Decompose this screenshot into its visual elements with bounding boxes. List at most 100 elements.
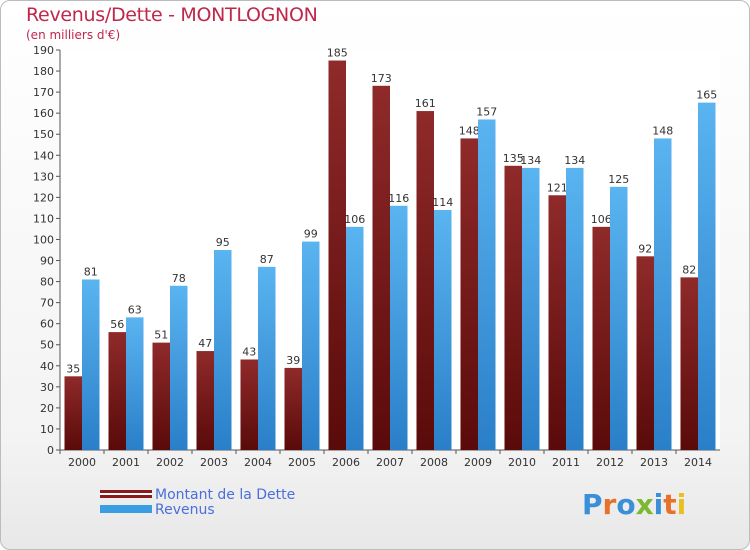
y-tick-label: 10 <box>40 423 54 436</box>
x-tick-label: 2005 <box>288 456 316 469</box>
x-tick-label: 2002 <box>156 456 184 469</box>
y-tick-label: 20 <box>40 402 54 415</box>
bar-dette <box>680 277 698 450</box>
y-tick-label: 50 <box>40 339 54 352</box>
y-tick-label: 30 <box>40 381 54 394</box>
bar-revenus <box>566 167 584 451</box>
y-tick-label: 110 <box>33 212 54 225</box>
bar-dette <box>108 332 126 450</box>
y-tick-label: 150 <box>33 128 54 141</box>
bar-revenus <box>126 317 144 450</box>
y-tick-label: 160 <box>33 107 54 120</box>
proxiti-logo: Proxiti <box>582 488 686 521</box>
data-label: 78 <box>172 272 186 285</box>
bar-dette <box>416 111 434 450</box>
x-tick-label: 2006 <box>332 456 360 469</box>
data-label: 157 <box>476 105 497 118</box>
bar-dette <box>240 359 258 450</box>
legend-label-dette: Montant de la Dette <box>155 487 296 503</box>
bar-dette <box>636 256 654 450</box>
data-label: 63 <box>128 303 142 316</box>
data-label: 148 <box>652 124 673 137</box>
data-label: 114 <box>432 196 453 209</box>
x-tick-label: 2011 <box>552 456 580 469</box>
data-label: 116 <box>388 192 409 205</box>
bar-revenus <box>610 186 628 450</box>
y-tick-label: 100 <box>33 233 54 246</box>
y-tick-label: 80 <box>40 276 54 289</box>
data-label: 125 <box>608 173 629 186</box>
data-label: 165 <box>696 89 717 102</box>
bar-dette <box>592 226 610 450</box>
data-label: 134 <box>564 154 585 167</box>
data-label: 185 <box>327 47 348 60</box>
y-tick-label: 90 <box>40 255 54 268</box>
y-tick-label: 140 <box>33 149 54 162</box>
data-label: 35 <box>66 362 80 375</box>
data-label: 92 <box>638 242 652 255</box>
bar-revenus <box>258 266 276 450</box>
data-label: 135 <box>503 152 524 165</box>
y-tick-label: 180 <box>33 65 54 78</box>
x-tick-label: 2013 <box>640 456 668 469</box>
data-label: 47 <box>198 337 212 350</box>
data-label: 99 <box>304 228 318 241</box>
x-tick-label: 2008 <box>420 456 448 469</box>
x-tick-label: 2010 <box>508 456 536 469</box>
logo-letter: x <box>635 488 654 521</box>
data-label: 121 <box>547 181 568 194</box>
data-label: 56 <box>110 318 124 331</box>
y-tick-label: 0 <box>47 444 54 457</box>
bar-revenus <box>698 102 716 450</box>
bar-dette <box>504 165 522 450</box>
bar-dette <box>460 138 478 450</box>
data-label: 173 <box>371 72 392 85</box>
logo-letter: P <box>582 488 603 521</box>
chart-subtitle: (en milliers d'€) <box>26 28 121 42</box>
y-tick-label: 120 <box>33 191 54 204</box>
logo-letter: i <box>653 488 664 521</box>
x-tick-label: 2003 <box>200 456 228 469</box>
y-tick-label: 130 <box>33 170 54 183</box>
data-label: 134 <box>520 154 541 167</box>
data-label: 87 <box>260 253 274 266</box>
data-label: 95 <box>216 236 230 249</box>
legend-swatch-revenus <box>100 505 152 513</box>
y-tick-label: 190 <box>33 44 54 57</box>
x-tick-label: 2004 <box>244 456 272 469</box>
bar-revenus <box>346 226 364 450</box>
data-label: 148 <box>459 124 480 137</box>
bar-dette <box>284 367 302 450</box>
logo-letter: t <box>663 488 677 521</box>
x-tick-label: 2009 <box>464 456 492 469</box>
bar-revenus <box>302 241 320 450</box>
bar-dette <box>372 85 390 450</box>
data-label: 81 <box>84 265 98 278</box>
x-tick-label: 2007 <box>376 456 404 469</box>
data-label: 106 <box>344 213 365 226</box>
y-tick-label: 70 <box>40 297 54 310</box>
data-label: 51 <box>154 329 168 342</box>
bar-revenus <box>434 210 452 450</box>
logo-letter: r <box>602 488 617 521</box>
bar-revenus <box>478 119 496 450</box>
data-label: 82 <box>682 263 696 276</box>
bar-revenus <box>170 285 188 450</box>
x-tick-label: 2001 <box>112 456 140 469</box>
logo-letter: i <box>676 488 687 521</box>
x-tick-label: 2014 <box>684 456 712 469</box>
bar-dette <box>152 342 170 450</box>
bar-dette <box>196 351 214 450</box>
y-tick-label: 60 <box>40 318 54 331</box>
bar-revenus <box>654 138 672 450</box>
bar-dette <box>328 60 346 451</box>
bar-revenus <box>82 279 100 450</box>
logo-letter: o <box>616 488 636 521</box>
data-label: 161 <box>415 97 436 110</box>
y-tick-label: 40 <box>40 360 54 373</box>
bar-revenus <box>390 205 408 450</box>
data-label: 43 <box>242 345 256 358</box>
chart-title: Revenus/Dette - MONTLOGNON <box>26 4 318 26</box>
y-tick-label: 170 <box>33 86 54 99</box>
